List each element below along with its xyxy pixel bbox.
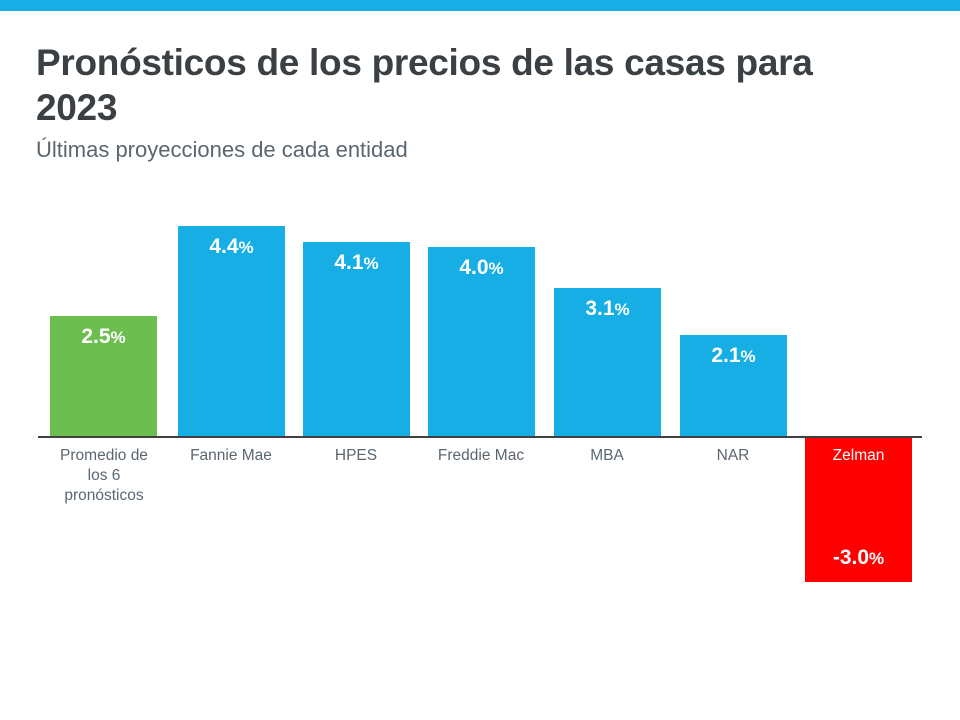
chart-subtitle: Últimas proyecciones de cada entidad (36, 137, 408, 162)
bar-hpes[interactable]: 4.1% (303, 242, 410, 436)
category-label-freddie-mac: Freddie Mac (437, 447, 525, 464)
bar-fannie-mae[interactable]: 4.4% (178, 226, 285, 436)
bar-value-fannie-mae: 4.4% (209, 235, 254, 258)
bar-value-freddie-mac: 4.0% (459, 256, 504, 279)
bar-value-nar: 2.1% (711, 344, 756, 367)
bar-mba[interactable]: 3.1% (554, 288, 661, 436)
x-axis-line (38, 436, 922, 438)
category-label-zelman: Zelman (832, 447, 885, 464)
bar-value-promedio: 2.5% (81, 325, 126, 348)
category-label-nar: NAR (716, 447, 750, 464)
bar-freddie-mac[interactable]: 4.0% (428, 247, 535, 436)
bar-nar[interactable]: 2.1% (680, 335, 787, 436)
category-label-mba: MBA (590, 447, 624, 464)
bar-promedio[interactable]: 2.5% (50, 316, 157, 436)
bar-value-mba: 3.1% (585, 297, 630, 320)
bar-zelman[interactable]: -3.0% (805, 437, 912, 582)
category-label-promedio: Promedio de los 6 pronósticos (60, 447, 148, 504)
bar-value-hpes: 4.1% (334, 251, 379, 274)
page-title: Pronósticos de los precios de las casas … (36, 42, 813, 128)
category-label-fannie-mae: Fannie Mae (190, 447, 272, 464)
category-label-hpes: HPES (334, 447, 378, 464)
top-accent-bar (0, 0, 960, 11)
chart-header: Pronósticos de los precios de las casas … (36, 40, 916, 163)
bar-value-zelman: -3.0% (832, 546, 885, 569)
